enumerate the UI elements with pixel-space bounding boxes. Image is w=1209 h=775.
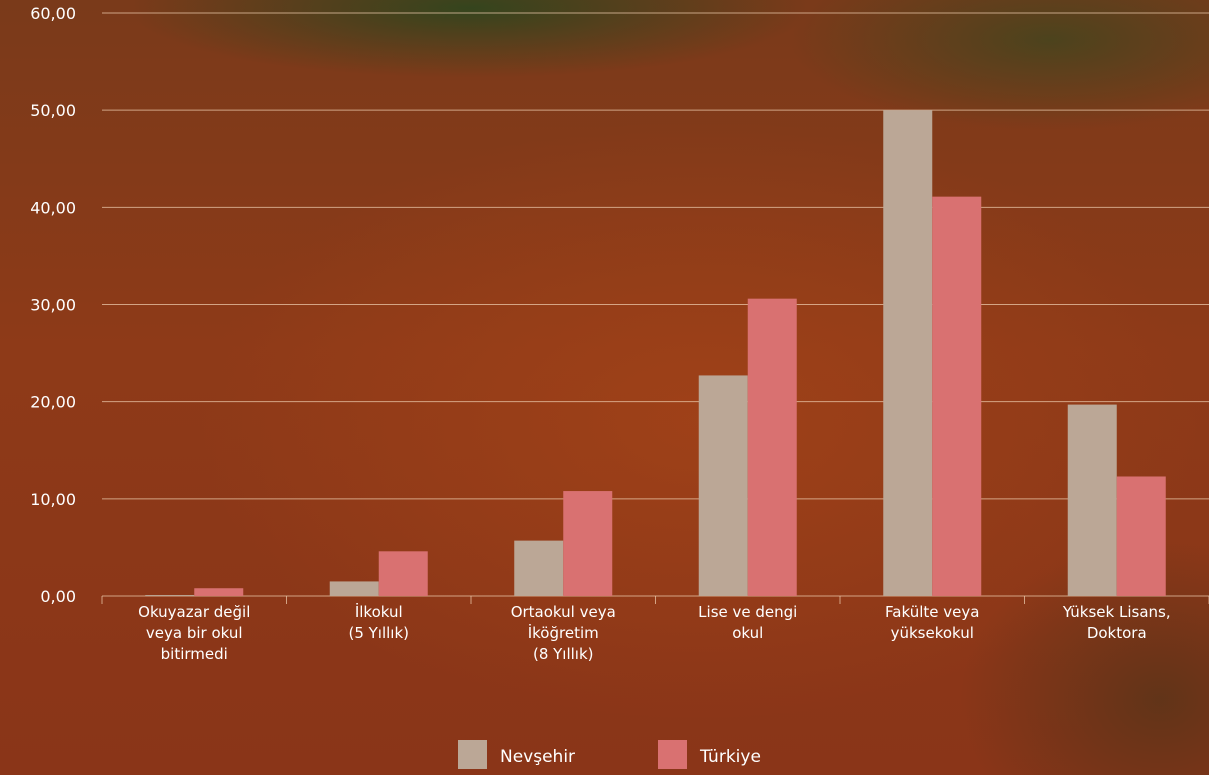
y-tick-label: 0,00	[40, 587, 76, 606]
x-category-label: Yüksek Lisans, Doktora	[1062, 603, 1171, 642]
x-category-label-line: (8 Yıllık)	[533, 645, 594, 663]
x-category-label: Ortaokul veya İköğretim (8 Yıllık)	[511, 603, 616, 663]
y-tick-label: 10,00	[30, 490, 76, 509]
x-category-label-line: (5 Yıllık)	[348, 624, 409, 642]
x-category-label: Lise ve dengi okul	[698, 603, 797, 642]
x-category-label: Fakülte veya yüksekokul	[885, 603, 979, 642]
x-category-label-line: yüksekokul	[891, 624, 974, 642]
legend-label: Nevşehir	[500, 747, 575, 767]
x-category-label-line: Ortaokul veya	[511, 603, 616, 621]
bar-türkiye	[1116, 476, 1166, 596]
x-axis: Okuyazar değil veya bir okul bitirmedi İlko…	[101, 596, 1209, 663]
legend-label: Türkiye	[699, 747, 761, 767]
x-category-label-line: Fakülte veya	[885, 603, 979, 621]
y-tick-label: 50,00	[30, 101, 76, 120]
bar-nevşehir	[145, 595, 195, 596]
bar-nevşehir	[698, 375, 748, 596]
x-category-label-line: veya bir okul	[146, 624, 243, 642]
bar-türkiye	[194, 588, 244, 596]
x-category-label-line: İlkokul	[355, 602, 403, 621]
x-category-label-line: Yüksek Lisans,	[1062, 603, 1171, 621]
x-category-label-line: bitirmedi	[161, 645, 228, 663]
legend-swatch	[658, 740, 687, 769]
y-axis: 0,00 10,00 20,00 30,00 40,00 50,00 60,00	[30, 4, 76, 606]
legend: Nevşehir Türkiye	[458, 740, 761, 769]
bars	[145, 110, 1166, 597]
y-tick-label: 60,00	[30, 4, 76, 23]
legend-swatch	[458, 740, 487, 769]
bar-nevşehir	[1067, 404, 1117, 596]
bar-türkiye	[378, 551, 428, 596]
x-category-label-line: okul	[732, 624, 763, 642]
bar-nevşehir	[514, 540, 564, 596]
x-category-label-line: Lise ve dengi	[698, 603, 797, 621]
bar-nevşehir	[329, 581, 379, 596]
y-tick-label: 30,00	[30, 296, 76, 315]
x-category-label-line: Okuyazar değil	[138, 603, 250, 621]
y-tick-label: 20,00	[30, 393, 76, 412]
bar-türkiye	[747, 298, 797, 596]
x-category-label: İlkokul (5 Yıllık)	[348, 602, 409, 642]
bar-nevşehir	[883, 110, 933, 597]
gridlines	[102, 12, 1209, 597]
x-category-label-line: Doktora	[1087, 624, 1147, 642]
bar-türkiye	[932, 196, 982, 596]
x-category-label-line: İköğretim	[528, 623, 599, 642]
y-tick-label: 40,00	[30, 198, 76, 217]
x-category-label: Okuyazar değil veya bir okul bitirmedi	[138, 603, 250, 663]
bar-türkiye	[563, 491, 613, 596]
